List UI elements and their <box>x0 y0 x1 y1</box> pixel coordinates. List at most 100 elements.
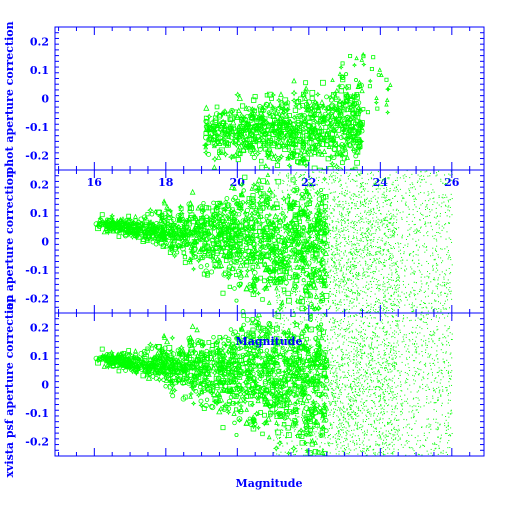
data-point <box>421 307 423 309</box>
data-point <box>378 226 380 228</box>
data-point <box>223 139 229 146</box>
data-point <box>347 265 349 267</box>
data-point <box>390 245 392 247</box>
data-point <box>202 149 210 156</box>
data-point <box>354 249 356 251</box>
data-point <box>329 224 331 226</box>
data-point <box>261 198 268 206</box>
data-point <box>321 182 323 184</box>
data-point <box>389 264 391 266</box>
data-point <box>448 250 450 252</box>
data-point <box>317 229 324 236</box>
data-point <box>345 182 347 184</box>
data-point <box>436 250 438 252</box>
data-point <box>250 127 257 133</box>
data-point <box>345 280 347 282</box>
data-point <box>394 286 396 288</box>
data-point <box>346 289 348 291</box>
data-point <box>392 231 394 233</box>
data-point <box>359 173 361 175</box>
data-point <box>410 187 412 189</box>
data-point <box>369 67 374 72</box>
data-point <box>385 183 387 185</box>
data-point <box>362 250 364 252</box>
data-point <box>394 227 396 229</box>
data-point <box>402 211 404 213</box>
data-point <box>352 265 354 267</box>
data-point <box>440 291 442 293</box>
data-point <box>350 266 352 268</box>
data-point <box>385 366 386 367</box>
data-point <box>358 197 360 199</box>
data-point <box>416 306 418 308</box>
data-point <box>120 230 127 236</box>
data-point <box>290 178 292 180</box>
data-point <box>356 201 358 203</box>
data-point <box>306 105 313 112</box>
data-point <box>254 210 261 218</box>
data-point <box>334 263 336 265</box>
data-point <box>342 101 349 108</box>
data-point <box>323 172 325 174</box>
data-point <box>315 259 317 261</box>
data-point <box>305 146 311 152</box>
data-point <box>383 196 385 198</box>
data-point <box>359 218 361 220</box>
data-point <box>324 163 328 167</box>
data-point <box>361 308 363 310</box>
data-point <box>336 307 338 309</box>
data-point <box>373 260 375 262</box>
data-point <box>291 293 293 295</box>
data-point <box>401 200 403 202</box>
data-point <box>379 188 381 190</box>
data-point <box>375 262 377 264</box>
data-point <box>419 175 421 177</box>
data-point <box>385 235 387 237</box>
data-point <box>279 227 281 229</box>
data-point <box>287 189 289 191</box>
data-point <box>343 266 345 268</box>
data-point <box>334 254 336 256</box>
data-point <box>359 57 365 62</box>
data-point <box>334 132 340 138</box>
data-point <box>359 293 361 295</box>
data-point <box>368 210 370 212</box>
data-point <box>384 291 386 293</box>
data-point <box>352 166 358 170</box>
data-point <box>347 278 349 280</box>
data-point <box>379 261 381 263</box>
data-point <box>384 324 385 325</box>
data-point <box>298 273 300 275</box>
data-point <box>190 266 197 272</box>
data-point <box>203 104 210 111</box>
data-point <box>228 135 234 141</box>
data-point <box>350 100 356 106</box>
data-point <box>393 246 395 248</box>
data-point <box>167 228 173 234</box>
data-point <box>303 85 310 92</box>
data-point <box>277 117 284 124</box>
data-point <box>391 230 393 232</box>
data-point <box>348 168 349 169</box>
data-point <box>444 285 446 287</box>
data-point <box>274 311 276 313</box>
data-point <box>328 176 330 178</box>
data-point <box>303 247 305 249</box>
data-point <box>305 100 311 106</box>
data-point <box>348 54 353 59</box>
data-point <box>444 174 446 176</box>
data-point <box>369 202 371 204</box>
data-point <box>244 267 251 274</box>
data-point <box>358 249 360 251</box>
data-point <box>361 278 363 280</box>
data-point <box>416 231 418 233</box>
data-point <box>278 283 280 285</box>
data-point <box>340 179 342 181</box>
data-point <box>356 195 358 197</box>
data-point <box>330 137 336 143</box>
data-point <box>341 275 343 277</box>
data-point <box>429 198 431 200</box>
data-point <box>348 102 355 109</box>
data-point <box>364 183 366 185</box>
data-point <box>292 281 294 283</box>
